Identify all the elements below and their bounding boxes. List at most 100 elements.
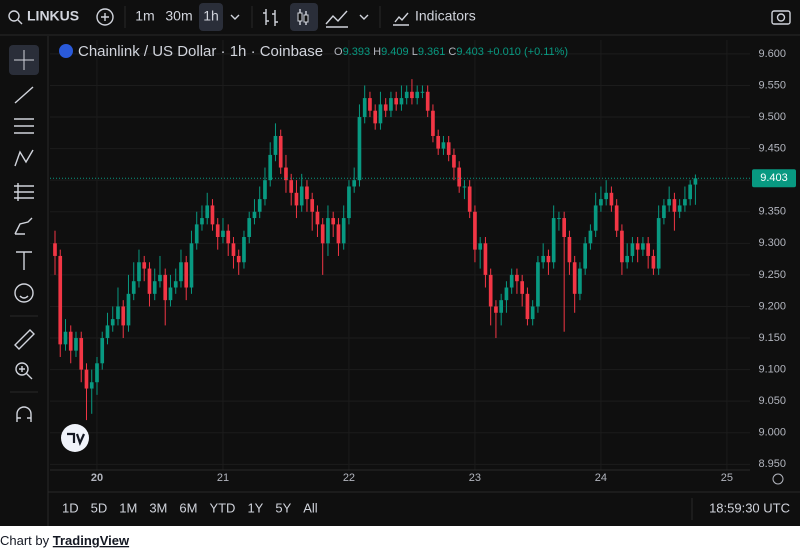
- footer-link[interactable]: TradingView: [53, 533, 130, 548]
- zoom-tool[interactable]: [15, 362, 29, 376]
- candle-body: [378, 104, 383, 124]
- interval-button[interactable]: 1m: [135, 8, 154, 24]
- snapshot-button[interactable]: [771, 10, 791, 25]
- candle-body: [368, 98, 372, 111]
- crosshair-tool[interactable]: [14, 50, 34, 70]
- candle-body: [341, 218, 346, 244]
- candle-body: [268, 154, 273, 181]
- range-button[interactable]: 1D: [62, 500, 79, 515]
- bars-icon[interactable]: [263, 9, 278, 26]
- candle-body: [252, 211, 257, 219]
- chart-title: Chainlink / US Dollar · 1h · Coinbase: [78, 43, 323, 60]
- candle-body: [184, 262, 189, 288]
- chart-type-dropdown[interactable]: [359, 14, 369, 20]
- candle-body: [415, 91, 420, 99]
- range-button[interactable]: 3M: [149, 500, 167, 515]
- fib-tool[interactable]: [14, 118, 34, 134]
- settings-button[interactable]: [772, 473, 784, 485]
- text-tool[interactable]: [16, 251, 32, 270]
- candle-body: [68, 331, 73, 351]
- y-tick-label: 9.500: [758, 111, 786, 123]
- candle-body: [194, 224, 199, 244]
- interval-button[interactable]: 30m: [165, 8, 192, 24]
- candles-icon: [303, 14, 309, 23]
- candle-body: [257, 199, 262, 212]
- candle-body: [499, 300, 504, 313]
- range-button[interactable]: 1Y: [247, 500, 263, 515]
- range-bar: 1D 5D 1M 3M 6M YTD 1Y 5Y All: [62, 500, 318, 515]
- candle-body: [677, 205, 682, 212]
- interval-dropdown[interactable]: [230, 14, 240, 20]
- candle-body: [557, 218, 561, 220]
- range-button[interactable]: 5Y: [275, 500, 291, 515]
- candle-body: [441, 142, 446, 149]
- y-tick-label: 9.300: [758, 237, 786, 249]
- candle-body: [672, 199, 677, 212]
- range-button[interactable]: 5D: [91, 500, 108, 515]
- candle-body: [515, 274, 519, 282]
- trendline-tool[interactable]: [14, 86, 34, 104]
- candle-body: [614, 205, 619, 231]
- range-button[interactable]: All: [303, 500, 318, 515]
- candle-body: [520, 281, 525, 294]
- ruler-tool[interactable]: [14, 329, 35, 350]
- candle-body: [546, 255, 551, 263]
- indicators-icon[interactable]: [393, 12, 409, 26]
- pattern-tool[interactable]: [14, 149, 34, 167]
- candle-body: [331, 218, 336, 225]
- candle-body: [467, 186, 472, 212]
- candle-body: [662, 205, 666, 219]
- interval-button[interactable]: 1h: [203, 8, 219, 24]
- candle-body: [116, 306, 120, 320]
- range-button[interactable]: 1M: [119, 500, 137, 515]
- tv-logo-mark: [67, 432, 86, 447]
- candle-body: [609, 192, 614, 206]
- candle-body: [536, 262, 540, 307]
- y-tick-label: 9.150: [758, 332, 786, 344]
- candle-body: [541, 255, 546, 263]
- y-tick-label: 9.050: [758, 395, 786, 407]
- y-tick-label: 9.350: [758, 206, 786, 218]
- ohlc-value: 9.393: [343, 46, 371, 58]
- compare-button[interactable]: [96, 8, 114, 26]
- y-tick-label: 9.200: [758, 300, 786, 312]
- candle-body: [74, 338, 78, 351]
- candle-body: [583, 243, 588, 269]
- symbol[interactable]: LINKUS: [27, 8, 79, 24]
- candle-body: [315, 211, 320, 225]
- ohlc-value: 9.409: [381, 46, 409, 58]
- candle-body: [226, 230, 231, 244]
- brush-tool[interactable]: [14, 217, 33, 235]
- candle-body: [336, 224, 341, 244]
- candle-body: [473, 211, 477, 250]
- candle-body: [310, 199, 315, 212]
- candle-body: [389, 98, 393, 111]
- candle-body: [357, 117, 362, 181]
- candle-body: [294, 192, 299, 206]
- magnet-tool[interactable]: [16, 406, 32, 422]
- candle-body: [362, 98, 367, 118]
- candle-body: [53, 243, 57, 256]
- ohlc-label: C: [448, 46, 456, 58]
- candle-body: [452, 154, 456, 168]
- candle-body: [588, 230, 593, 244]
- candle-body: [420, 91, 425, 93]
- emoji-tool[interactable]: [14, 283, 34, 303]
- indicators-button[interactable]: Indicators: [415, 8, 476, 24]
- candle-body: [436, 135, 441, 149]
- candle-body: [173, 281, 178, 288]
- candle-body: [462, 186, 467, 188]
- candle-body: [599, 199, 603, 206]
- candle-body: [284, 167, 288, 181]
- range-button[interactable]: 6M: [179, 500, 197, 515]
- area-icon[interactable]: [325, 10, 348, 28]
- left-toolbar: [9, 36, 49, 526]
- candle-body: [110, 319, 115, 326]
- range-button[interactable]: YTD: [209, 500, 235, 515]
- candle-body: [79, 338, 84, 370]
- last-price-badge: [752, 169, 796, 188]
- projection-tool[interactable]: [14, 183, 34, 201]
- candle-body: [562, 218, 567, 238]
- last-price-label: 9.403: [760, 172, 788, 184]
